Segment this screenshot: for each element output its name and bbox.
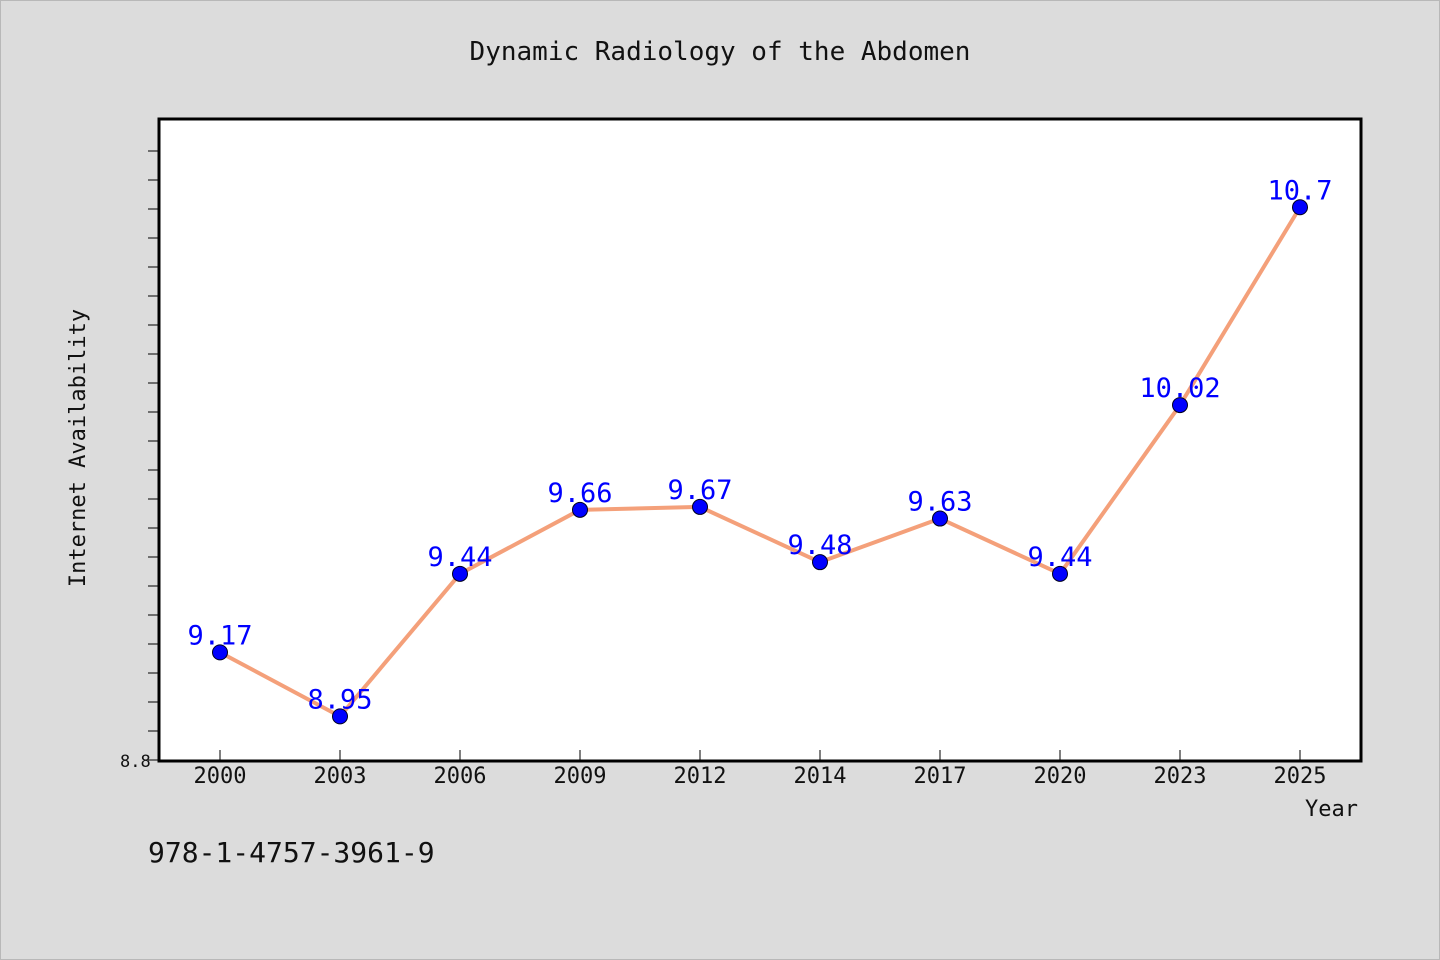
- footer-code: 978-1-4757-3961-9: [148, 836, 435, 869]
- x-tick-label: 2006: [434, 764, 487, 789]
- x-tick-label: 2014: [794, 764, 847, 789]
- data-point: [1052, 565, 1068, 582]
- data-point: [932, 510, 948, 527]
- data-point: [692, 498, 708, 515]
- x-tick-label: 2000: [194, 764, 247, 789]
- data-point: [572, 501, 588, 518]
- y-axis-ticks: [148, 150, 158, 761]
- y-axis-label: Internet Availability: [66, 309, 91, 587]
- x-tick-label: 2009: [554, 764, 607, 789]
- x-axis-ticks: 2000 2003 2006 2009 2012 2014 2017 2020 2023 2025: [194, 750, 1327, 789]
- data-label: 9.17: [187, 620, 252, 651]
- data-label: 9.44: [1027, 542, 1092, 573]
- x-axis-label: Year: [1305, 797, 1358, 822]
- data-label: 8.95: [307, 684, 372, 715]
- x-tick-label: 2012: [674, 764, 727, 789]
- x-tick-label: 2023: [1154, 764, 1207, 789]
- x-tick-label: 2020: [1034, 764, 1087, 789]
- plot-area: [157, 117, 1363, 763]
- data-point: [452, 565, 468, 582]
- data-label: 10.7: [1267, 175, 1332, 206]
- y-tick-label: 8.8: [120, 752, 151, 772]
- x-tick-label: 2025: [1274, 764, 1327, 789]
- data-point: [812, 554, 828, 571]
- series-group: 9.17 8.95 9.44 9.66 9.67 9.48 9.63 9.44 10.02 10.…: [187, 175, 1333, 725]
- data-point: [212, 644, 228, 661]
- data-label: 10.02: [1139, 373, 1220, 404]
- data-label: 9.67: [667, 475, 732, 506]
- chart-title: Dynamic Radiology of the Abdomen: [470, 37, 971, 67]
- x-tick-label: 2003: [314, 764, 367, 789]
- data-label: 9.44: [427, 542, 492, 573]
- data-point: [1292, 199, 1308, 216]
- data-label: 9.63: [907, 487, 972, 518]
- series-line: [218, 205, 1302, 719]
- data-label: 9.66: [547, 478, 612, 509]
- data-point: [332, 708, 348, 725]
- data-point: [1172, 397, 1188, 414]
- x-tick-label: 2017: [914, 764, 967, 789]
- data-label: 9.48: [787, 530, 852, 561]
